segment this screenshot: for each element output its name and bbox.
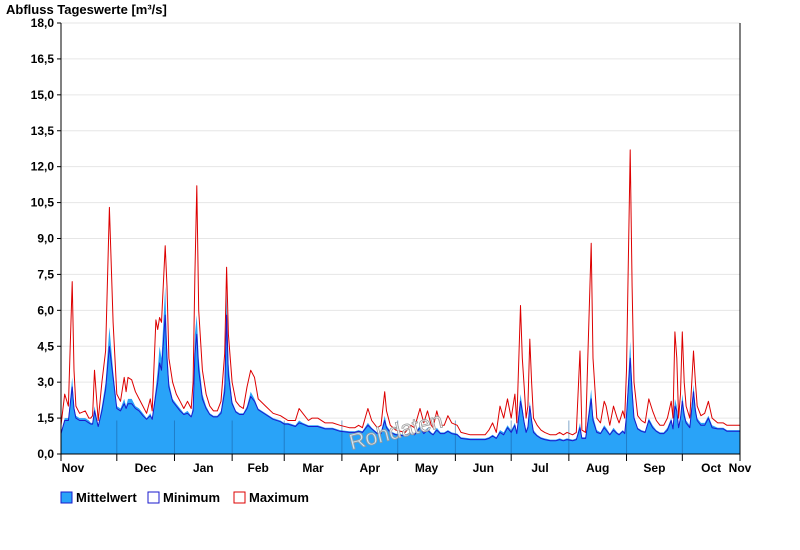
legend-item-minimum: Minimum bbox=[147, 490, 220, 505]
y-tick-label: 0,0 bbox=[37, 447, 54, 461]
y-tick-label: 9,0 bbox=[37, 232, 54, 246]
series-minimum-line bbox=[60, 314, 740, 442]
legend-swatch-minimum bbox=[147, 491, 160, 504]
y-tick-label: 6,0 bbox=[37, 303, 54, 317]
y-tick-label: 13,5 bbox=[31, 124, 55, 138]
x-tick-label: Sep bbox=[643, 461, 665, 475]
x-tick-label: Jul bbox=[531, 461, 548, 475]
y-tick-label: 18,0 bbox=[31, 16, 55, 30]
y-tick-label: 12,0 bbox=[31, 160, 55, 174]
x-tick-label: Jun bbox=[473, 461, 494, 475]
x-tick-label: Apr bbox=[359, 461, 380, 475]
legend-label-mittelwert: Mittelwert bbox=[76, 490, 137, 505]
legend-swatch-mittelwert bbox=[60, 491, 73, 504]
legend-item-maximum: Maximum bbox=[233, 490, 309, 505]
chart-title: Abfluss Tageswerte [m³/s] bbox=[6, 2, 167, 17]
x-tick-label: Mar bbox=[302, 461, 324, 475]
y-tick-label: 15,0 bbox=[31, 88, 55, 102]
plot-area bbox=[60, 149, 740, 454]
legend-label-minimum: Minimum bbox=[163, 490, 220, 505]
legend-swatch-maximum bbox=[233, 491, 246, 504]
x-tick-label: Nov bbox=[62, 461, 85, 475]
x-tick-label: Aug bbox=[586, 461, 609, 475]
x-tick-label: Jan bbox=[193, 461, 214, 475]
x-tick-label: Dec bbox=[135, 461, 157, 475]
y-tick-label: 16,5 bbox=[31, 52, 55, 66]
legend-label-maximum: Maximum bbox=[249, 490, 309, 505]
gridlines bbox=[61, 22, 740, 419]
y-tick-label: 7,5 bbox=[37, 267, 54, 281]
y-tick-label: 3,0 bbox=[37, 375, 54, 389]
x-tick-label: Feb bbox=[248, 461, 269, 475]
x-tick-label: Oct bbox=[701, 461, 721, 475]
y-tick-label: 1,5 bbox=[37, 411, 54, 425]
axes: 0,0 1,5 3,0 4,5 6,0 7,5 9,0 10,5 12,0 13,5 15,0 16,… bbox=[31, 16, 752, 475]
legend-item-mittelwert: Mittelwert bbox=[60, 490, 137, 505]
x-tick-label: Nov bbox=[729, 461, 752, 475]
x-tick-label: May bbox=[415, 461, 439, 475]
y-tick-label: 10,5 bbox=[31, 196, 55, 210]
series-mittelwert-area bbox=[61, 286, 740, 454]
legend: Mittelwert Minimum Maximum bbox=[60, 490, 309, 505]
series-maximum-line bbox=[60, 149, 740, 436]
y-tick-label: 4,5 bbox=[37, 339, 54, 353]
